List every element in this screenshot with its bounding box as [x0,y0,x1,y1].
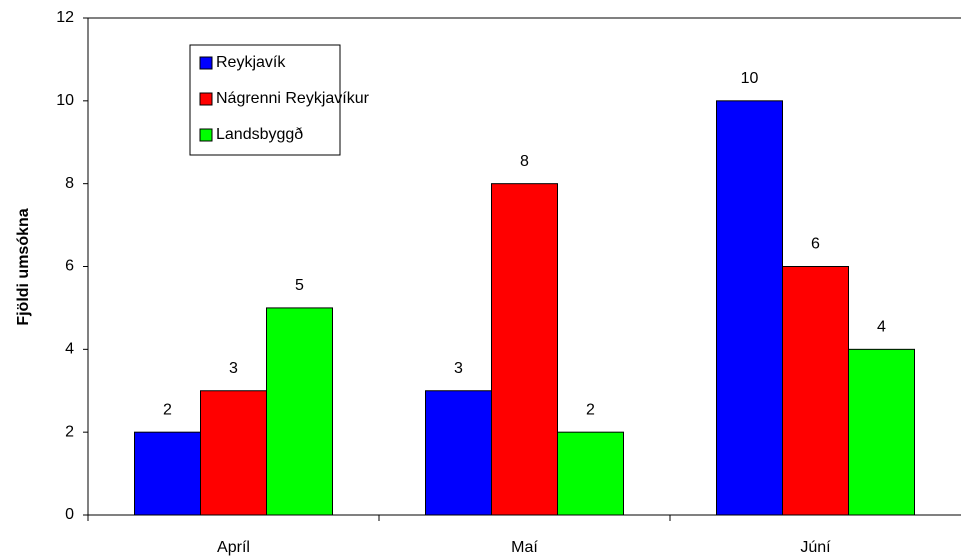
y-tick-label: 6 [65,258,74,275]
x-tick-label: Apríl [217,539,250,556]
x-tick-label: Júní [800,539,831,556]
legend-box [189,44,341,156]
legend-label: Landsbyggð [216,126,303,143]
x-tick-label: Maí [511,539,538,556]
data-label: 8 [520,153,529,170]
data-label: 2 [586,401,595,418]
data-label: 4 [877,319,886,336]
data-label: 6 [811,236,820,253]
data-label: 3 [454,360,463,377]
bar [557,431,624,516]
y-tick-label: 2 [65,423,74,440]
bar [200,390,267,516]
data-label: 2 [163,401,172,418]
bar [848,348,915,516]
legend-swatch [199,92,213,106]
bar [782,266,849,516]
y-tick-label: 4 [65,341,74,358]
y-tick-label: 8 [65,175,74,192]
bar [716,100,783,516]
legend-swatch [199,56,213,70]
data-label: 10 [741,70,759,87]
y-axis-label: Fjöldi umsókna [15,208,32,325]
bar [491,183,558,516]
y-tick-label: 0 [65,506,74,523]
legend-label: Reykjavík [216,54,286,71]
bar [425,390,492,516]
bar [134,431,201,516]
data-label: 3 [229,360,238,377]
data-label: 5 [295,277,304,294]
y-tick-label: 10 [56,92,74,109]
bar [266,307,333,516]
y-tick-label: 12 [56,9,74,26]
legend-swatch [199,128,213,142]
legend-label: Nágrenni Reykjavíkur [216,90,370,107]
